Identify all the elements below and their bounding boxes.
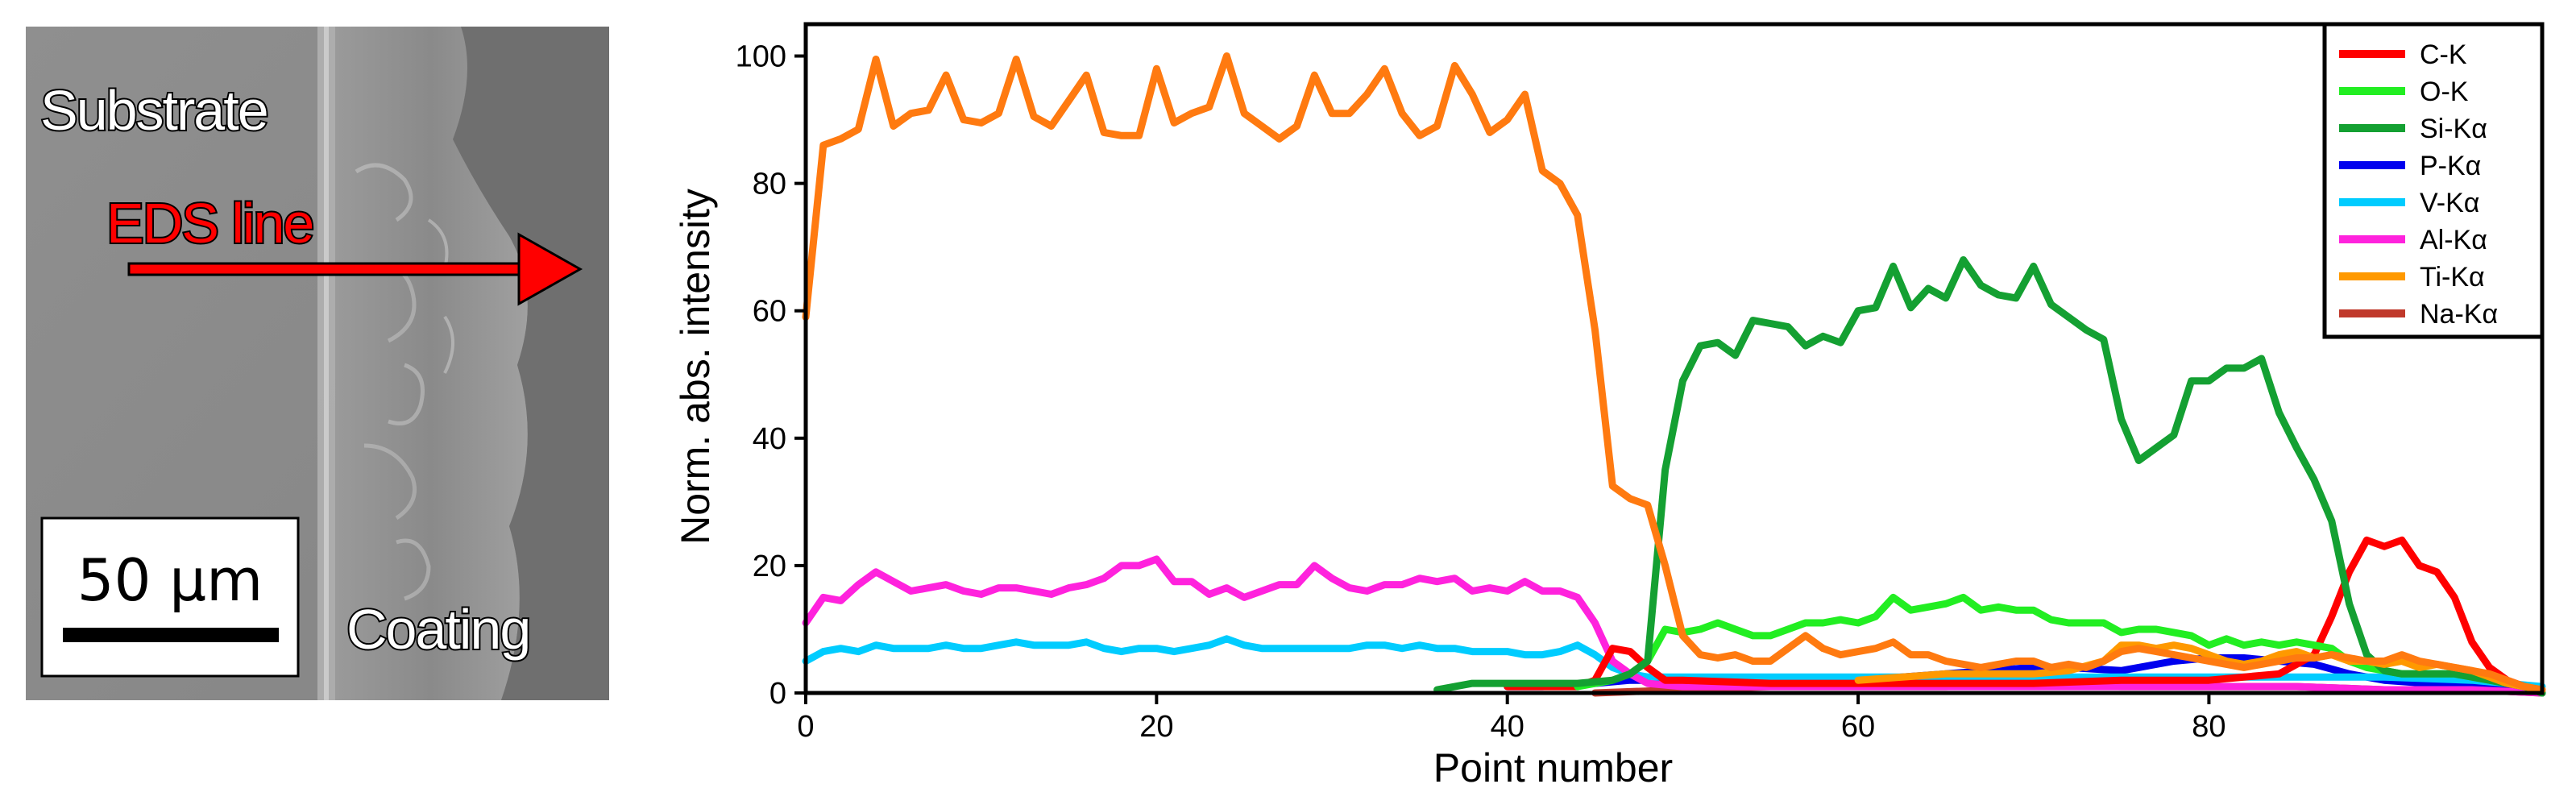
y-tick-label: 0 [769,677,786,711]
x-tick-label: 60 [1841,710,1875,744]
y-tick-label: 100 [736,40,786,74]
y-tick-label: 40 [753,422,786,456]
sem-micrograph: Substrate EDS line Coating 50 µm [26,27,609,700]
y-axis-title: Norm. abs. intensity [673,189,718,545]
y-tick-label: 80 [753,168,786,201]
legend-label-al-k: Al-Kα [2420,225,2487,255]
substrate-label: Substrate [40,79,268,142]
x-tick-label: 80 [2192,710,2225,744]
series-line-si-k [1433,256,2546,697]
legend-label-si-k: Si-Kα [2420,114,2487,144]
series-line-orange [802,52,2546,694]
eds-arrow [127,232,583,306]
x-axis-title: Point number [1433,745,1673,790]
y-tick-label: 20 [753,550,786,583]
eds-line-label: EDS line [106,192,313,255]
legend-box [2322,22,2545,339]
legend-label-ti-k: Ti-Kα [2420,262,2485,292]
x-tick-label: 40 [1491,710,1524,744]
series-line-al-k [802,555,2546,697]
scale-bar: 50 µm [40,517,300,678]
x-axis: 0 20 40 60 80 [797,693,2226,744]
scale-bar-label: 50 µm [77,546,263,614]
coating-region [335,27,528,700]
eds-line-chart: 0 20 40 60 80 0 20 40 60 80 100 Point number Norm… [645,0,2576,809]
coating-label: Coating [346,598,529,661]
legend-label-na-k: Na-Kα [2420,299,2498,330]
legend-label-o-k: O-K [2420,77,2469,107]
legend-label-v-k: V-Kα [2420,188,2479,218]
legend: C-K O-K Si-Kα P-Kα V-Kα Al-Kα Ti-Kα Na-Kα [2322,22,2545,339]
legend-label-p-k: P-Kα [2420,151,2481,181]
x-tick-label: 0 [797,710,814,744]
plot-frame [803,22,2545,695]
y-axis: 0 20 40 60 80 100 [736,40,806,711]
plot-lines [802,52,2546,697]
coating-texture [355,163,454,601]
legend-label-c-k: C-K [2420,39,2467,70]
interface-line [324,27,329,700]
chart-svg: 0 20 40 60 80 0 20 40 60 80 100 Point number Norm… [673,22,2546,790]
series-line-v-k [802,635,2546,691]
sem-image: Substrate EDS line Coating 50 µm [26,27,609,700]
mount-region [453,27,609,700]
x-tick-label: 20 [1139,710,1173,744]
y-tick-label: 60 [753,295,786,329]
series-line-c-k [1504,536,2546,697]
